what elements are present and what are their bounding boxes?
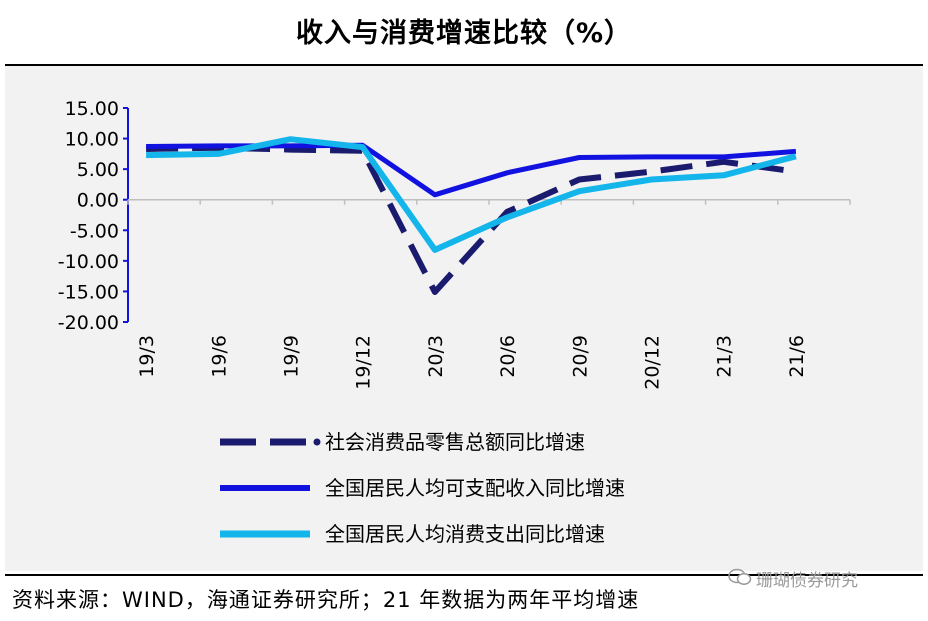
source-note: 资料来源：WIND，海通证券研究所；21 年数据为两年平均增速 (12, 588, 640, 612)
y-tick-label: -20.00 (58, 312, 119, 334)
x-tick-label: 19/12 (353, 335, 375, 390)
chart-title: 收入与消费增速比较（%） (295, 18, 633, 49)
y-tick-label: 10.00 (65, 129, 119, 151)
series-line-2 (146, 142, 797, 198)
line-chart: 15.00 10.00 5.00 0.00 -5.00 -10.00 -15.00 -20.0… (58, 98, 851, 546)
y-tick-label: 0.00 (77, 190, 119, 212)
watermark-text: 珊瑚债券研究 (756, 571, 858, 591)
legend-label-3: 全国居民人均消费支出同比增速 (325, 522, 605, 546)
x-tick-label: 21/3 (714, 335, 736, 378)
legend-label-1: 社会消费品零售总额同比增速 (325, 430, 585, 454)
x-tick-label: 20/3 (425, 335, 447, 378)
chart-panel: 15.00 10.00 5.00 0.00 -5.00 -10.00 -15.00 -20.0… (5, 66, 923, 571)
wechat-icon (728, 568, 752, 594)
x-tick-label: 21/6 (786, 335, 808, 378)
series-line-1 (146, 144, 797, 295)
x-tick-label: 19/9 (280, 335, 302, 378)
y-tick-label: 15.00 (65, 98, 119, 120)
x-tick-label: 19/3 (136, 335, 158, 378)
x-tick-label: 20/9 (569, 335, 591, 378)
top-rule (5, 64, 923, 66)
y-tick-label: -15.00 (58, 281, 119, 303)
x-tick-label: 20/6 (497, 335, 519, 378)
x-tick-label: 20/12 (641, 335, 663, 390)
y-tick-label: 5.00 (77, 159, 119, 181)
y-tick-label: -5.00 (70, 220, 119, 242)
watermark: 珊瑚债券研究 (728, 568, 858, 594)
legend-dot (313, 438, 321, 446)
y-tick-label: -10.00 (58, 251, 119, 273)
legend-label-2: 全国居民人均可支配收入同比增速 (325, 476, 625, 500)
series-line-3 (146, 136, 797, 253)
bottom-rule (5, 574, 923, 576)
x-tick-label: 19/6 (208, 335, 230, 378)
